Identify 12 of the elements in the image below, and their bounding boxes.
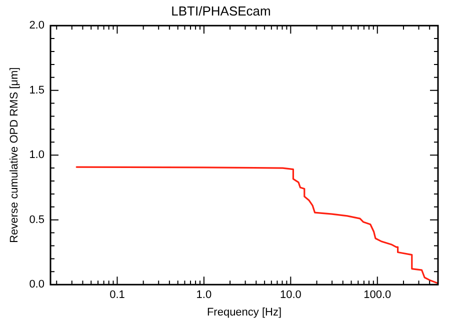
y-tick-label: 1.0 — [29, 149, 44, 162]
y-tick-label: 0.0 — [29, 278, 44, 291]
y-tick-label: 1.5 — [29, 84, 44, 96]
chart-title: LBTI/PHASEcam — [171, 3, 271, 18]
x-tick-label: 100.0 — [364, 289, 392, 302]
x-tick-label: 0.1 — [110, 289, 125, 302]
y-tick-label: 0.5 — [29, 214, 44, 226]
x-tick-label: 10.0 — [280, 289, 302, 302]
y-axis-title: Reverse cumulative OPD RMS [μm] — [8, 67, 21, 243]
y-tick-label: 2.0 — [29, 20, 44, 32]
x-tick-label: 1.0 — [196, 289, 212, 302]
x-axis-title: Frequency [Hz] — [206, 306, 282, 318]
